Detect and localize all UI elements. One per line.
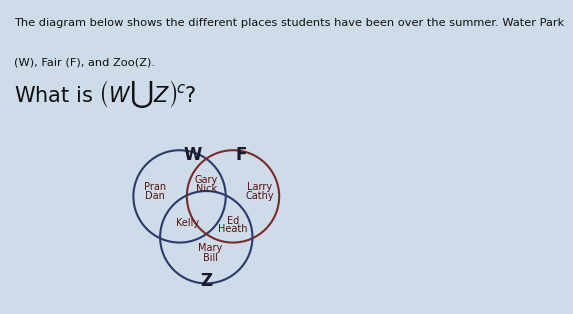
Text: Larry: Larry xyxy=(247,182,272,192)
Text: Cathy: Cathy xyxy=(245,191,274,201)
Text: F: F xyxy=(236,146,247,164)
Text: Bill: Bill xyxy=(203,253,218,263)
Text: Kelly: Kelly xyxy=(176,218,199,228)
Text: (W), Fair (F), and Zoo(Z).: (W), Fair (F), and Zoo(Z). xyxy=(14,57,155,67)
Text: Z: Z xyxy=(200,272,213,290)
Text: W: W xyxy=(183,146,202,164)
Text: The diagram below shows the different places students have been over the summer.: The diagram below shows the different pl… xyxy=(14,18,564,28)
Text: Nick: Nick xyxy=(196,184,217,194)
Text: Heath: Heath xyxy=(218,225,248,235)
Text: Dan: Dan xyxy=(146,191,165,201)
Text: Gary: Gary xyxy=(195,175,218,185)
Text: Mary: Mary xyxy=(198,243,222,253)
Text: What is $\mathbf{\left(\mathit{W}\bigcup \mathit{Z}\right)^{\!\mathit{c}}}$?: What is $\mathbf{\left(\mathit{W}\bigcup… xyxy=(14,78,197,110)
Text: Ed: Ed xyxy=(227,216,239,226)
Text: Pran: Pran xyxy=(144,182,166,192)
